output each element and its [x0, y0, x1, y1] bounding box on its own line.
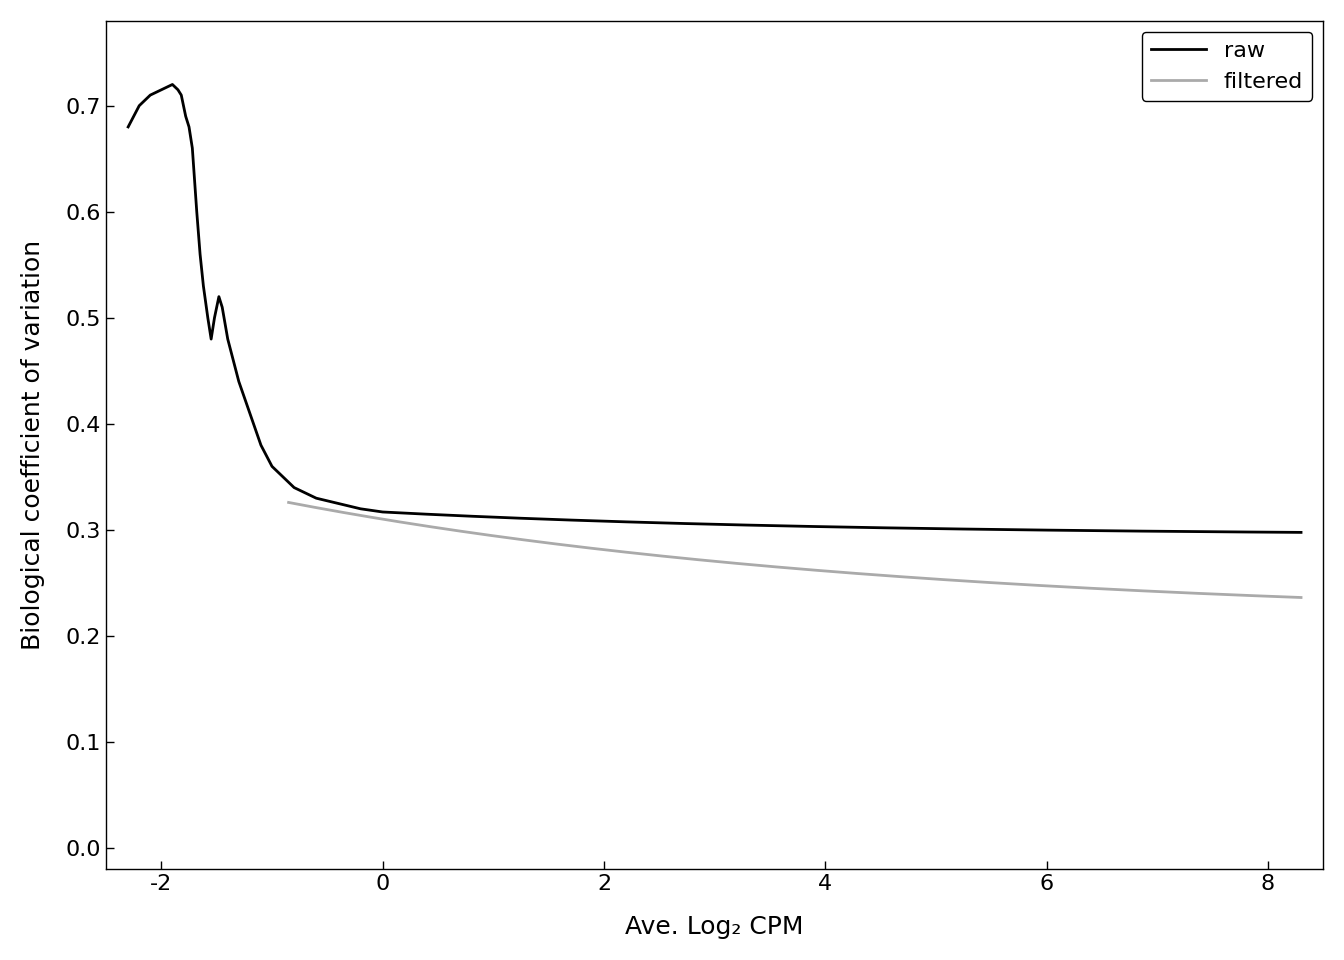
Y-axis label: Biological coefficient of variation: Biological coefficient of variation [22, 240, 44, 650]
Legend: raw, filtered: raw, filtered [1141, 32, 1312, 101]
raw [164, 79, 180, 90]
raw [1012, 524, 1028, 536]
Line: filtered: filtered [289, 502, 1301, 597]
raw [456, 510, 472, 521]
filtered [883, 570, 899, 582]
filtered [1293, 591, 1309, 603]
filtered [281, 496, 297, 508]
raw [577, 515, 593, 526]
raw [120, 121, 136, 132]
raw [1293, 527, 1309, 539]
filtered [767, 561, 784, 572]
X-axis label: Ave. Log₂ CPM: Ave. Log₂ CPM [625, 915, 804, 939]
Line: raw: raw [128, 84, 1301, 533]
filtered [1110, 584, 1126, 595]
raw [192, 249, 208, 260]
raw [886, 522, 902, 534]
filtered [1269, 590, 1285, 602]
filtered [828, 566, 844, 578]
raw [715, 518, 731, 530]
filtered [762, 561, 778, 572]
